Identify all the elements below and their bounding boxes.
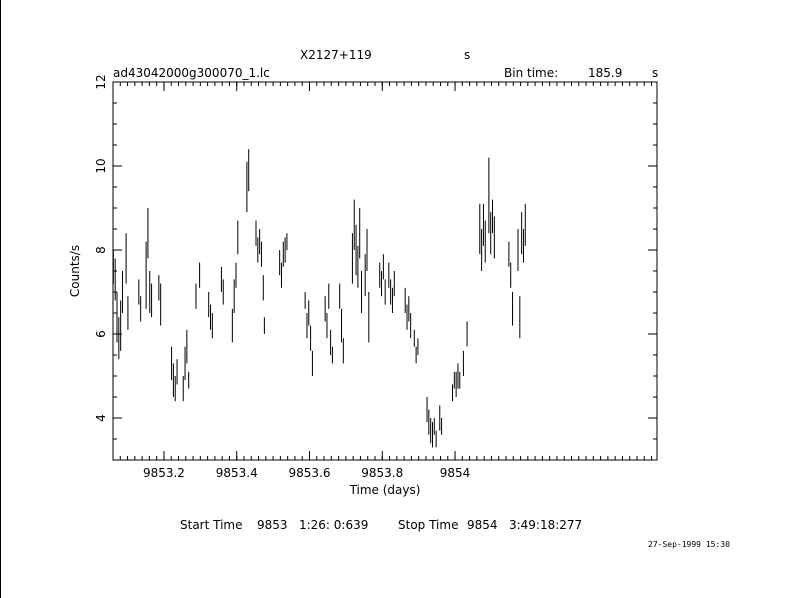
axis-ticks [113,81,657,460]
source-title: X2127+119 [300,48,372,62]
x-tick-label: 9853.2 [143,466,185,480]
x-tick-label: 9853.4 [216,466,258,480]
x-tick-label: 9853.8 [361,466,403,480]
bin-time-unit: s [652,66,659,80]
stop-time-label: Stop Time [398,518,459,532]
x-tick-label: 9854 [440,466,471,480]
stop-time-value: 9854 3:49:18:277 [467,518,583,532]
plot-frame [112,81,658,461]
y-tick-label: 4 [94,414,108,422]
source-suffix: s [464,48,471,62]
y-tick-label: 12 [94,74,108,89]
start-time-label: Start Time [180,518,243,532]
start-time-value: 9853 1:26: 0:639 [257,518,369,532]
y-axis-label: Counts/s [68,245,82,297]
bin-time-value: 185.9 [588,66,623,80]
x-tick-label: 9853.6 [288,466,330,480]
y-tick-label: 6 [94,330,108,338]
y-tick-label: 10 [94,158,108,173]
y-tick-labels: 4 6 8 10 12 [94,74,108,421]
x-axis-label: Time (days) [349,483,421,497]
timestamp: 27-Sep-1999 15:30 [648,540,730,549]
y-tick-label: 8 [94,246,108,254]
filename-label: ad43042000g300070_1.lc [113,66,270,80]
bin-time-label: Bin time: [504,66,559,80]
data-points [112,149,526,448]
x-tick-labels: 9853.2 9853.4 9853.6 9853.8 9854 [143,466,470,480]
window-left-edge [0,0,1,598]
